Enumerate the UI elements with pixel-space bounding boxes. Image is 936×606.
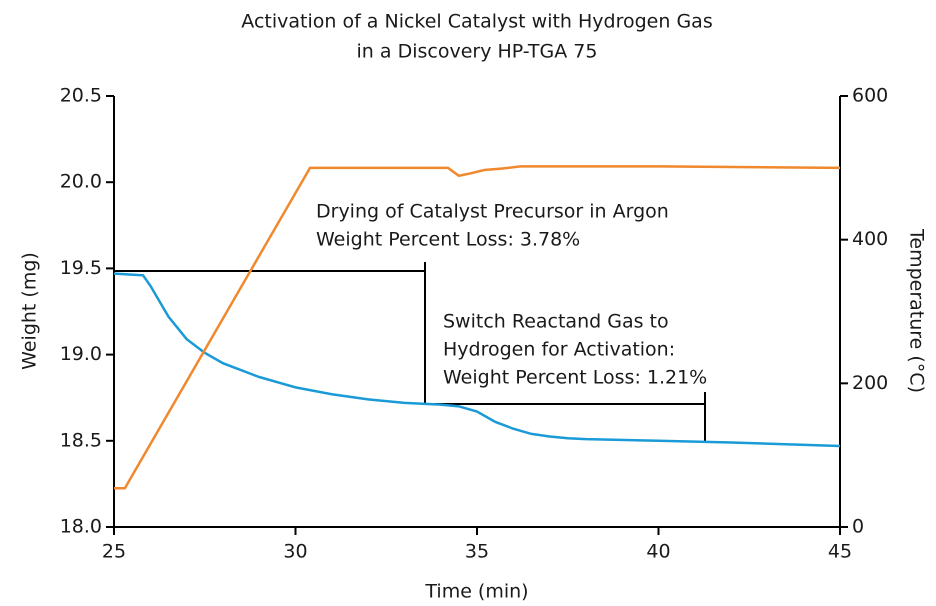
y2-axis-label: Temperature (°C) xyxy=(906,228,928,393)
series-line xyxy=(114,165,841,490)
y-tick-label: 18.0 xyxy=(60,516,102,538)
chart-title: Activation of a Nickel Catalyst with Hyd… xyxy=(241,11,712,33)
y-tick-label: 18.5 xyxy=(60,429,102,451)
y-tick-label: 19.0 xyxy=(60,343,102,365)
x-tick-label: 35 xyxy=(465,541,489,563)
annotation: Drying of Catalyst Precursor in Argon xyxy=(316,201,669,223)
chart-title: in a Discovery HP-TGA 75 xyxy=(357,41,598,63)
annotation: Weight Percent Loss: 3.78% xyxy=(316,229,580,251)
x-tick-label: 40 xyxy=(646,541,670,563)
annotation-bracket xyxy=(114,262,706,442)
y-tick-label: 19.5 xyxy=(60,257,102,279)
x-tick-label: 25 xyxy=(102,541,126,563)
x-axis-label: Time (min) xyxy=(424,581,528,603)
y2-tick-label: 200 xyxy=(852,372,888,394)
series-line xyxy=(113,272,841,448)
y2-tick-label: 400 xyxy=(852,228,888,250)
annotation: Switch Reactand Gas to xyxy=(443,311,669,333)
annotation: Weight Percent Loss: 1.21% xyxy=(443,367,707,389)
y2-tick-label: 0 xyxy=(852,516,864,538)
y2-tick-label: 600 xyxy=(852,85,888,107)
x-tick-label: 30 xyxy=(283,541,307,563)
y-tick-label: 20.5 xyxy=(60,85,102,107)
y-tick-label: 20.0 xyxy=(60,171,102,193)
annotation: Hydrogen for Activation: xyxy=(443,339,675,361)
y-axis-label: Weight (mg) xyxy=(19,252,41,370)
x-tick-label: 45 xyxy=(828,541,852,563)
